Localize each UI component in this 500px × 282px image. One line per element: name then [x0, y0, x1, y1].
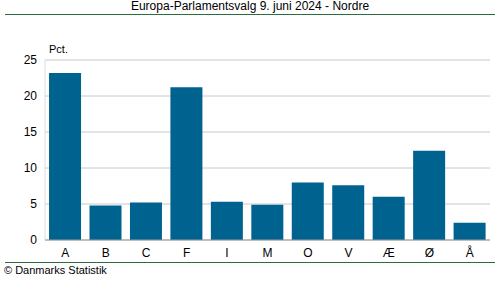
svg-text:10: 10 — [24, 161, 38, 175]
svg-text:Æ: Æ — [383, 246, 395, 260]
svg-text:C: C — [142, 246, 151, 260]
svg-text:A: A — [61, 246, 69, 260]
svg-text:15: 15 — [24, 125, 38, 139]
html-text:© Danmarks Statistik: © Danmarks Statistik — [4, 264, 107, 276]
svg-text:B: B — [102, 246, 110, 260]
svg-text:20: 20 — [24, 89, 38, 103]
svg-text:M: M — [263, 246, 273, 260]
svg-text:Å: Å — [466, 245, 474, 260]
svg-text:5: 5 — [30, 197, 37, 211]
svg-text:25: 25 — [24, 53, 38, 67]
svg-text:I: I — [225, 246, 228, 260]
html-text:Europa-Parlamentsvalg 9. juni: Europa-Parlamentsvalg 9. juni 2024 - Nor… — [130, 0, 370, 13]
svg-text:0: 0 — [30, 233, 37, 247]
svg-text:Ø: Ø — [425, 246, 434, 260]
svg-text:V: V — [344, 246, 352, 260]
svg-text:O: O — [303, 246, 312, 260]
html-text:Pct.: Pct. — [49, 43, 68, 55]
svg-text:F: F — [183, 246, 190, 260]
